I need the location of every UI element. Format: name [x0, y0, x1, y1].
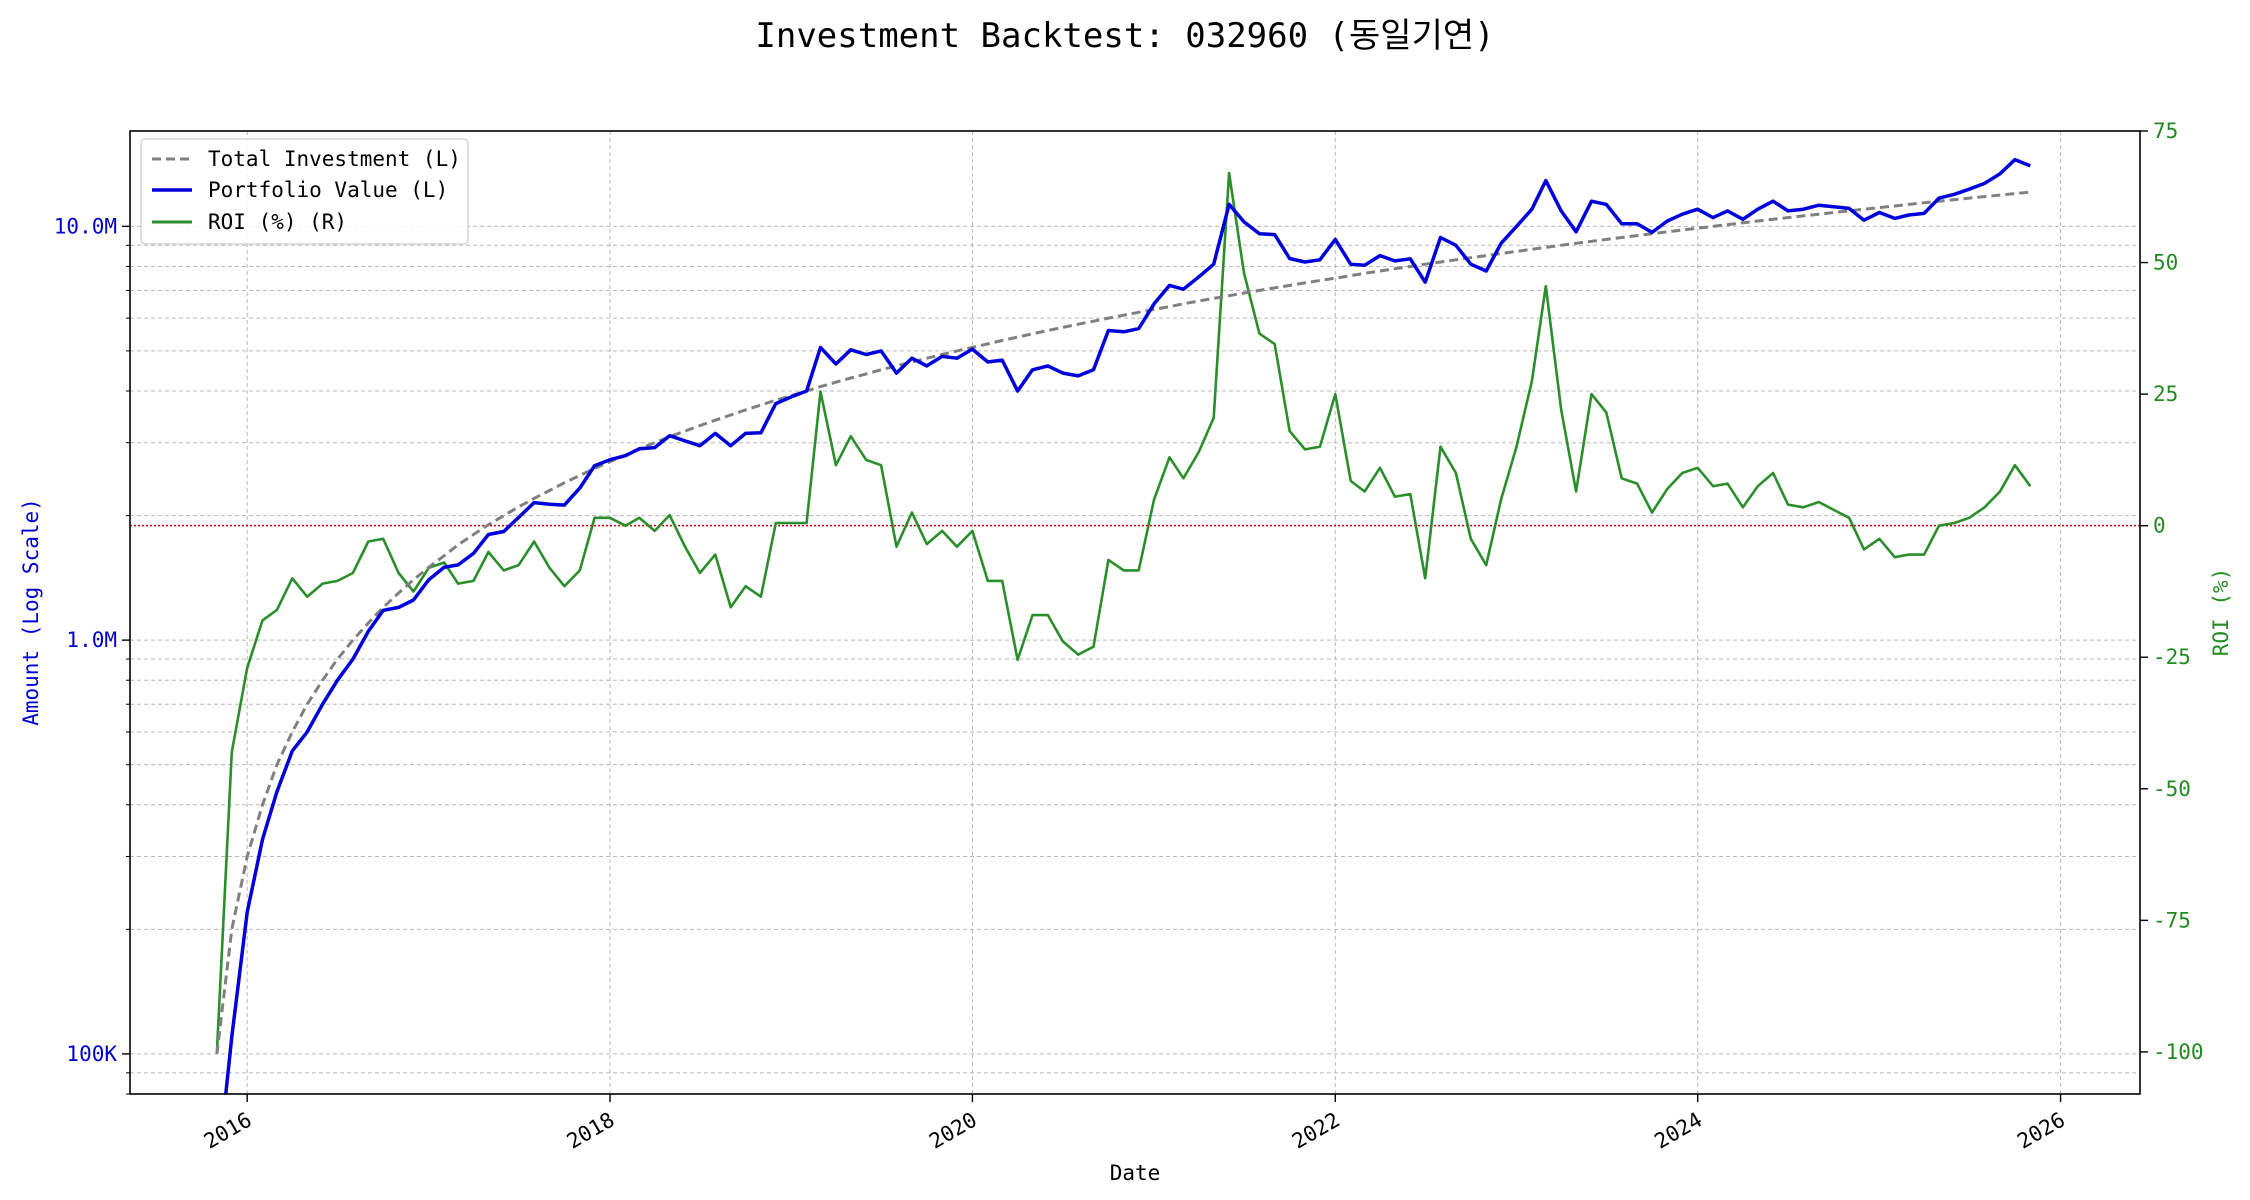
- legend-box: [140, 138, 469, 245]
- plot-area-frame: [129, 130, 2141, 1095]
- right-tick-label: -100: [2153, 1040, 2204, 1064]
- right-axis-label: ROI (%): [2209, 568, 2233, 657]
- x-axis-label: Date: [1110, 1161, 1161, 1185]
- right-tick-label: 0: [2153, 514, 2166, 538]
- left-axis-label: Amount (Log Scale): [19, 498, 43, 726]
- legend: Total Investment (L) Portfolio Value (L)…: [140, 138, 469, 245]
- right-tick-label: 50: [2153, 251, 2178, 275]
- legend-label-portfolio: Portfolio Value (L): [208, 178, 448, 202]
- series-roi: [215, 171, 2032, 1052]
- right-tick-label: 25: [2153, 382, 2178, 406]
- left-tick-label: 1.0M: [66, 628, 117, 652]
- series-total-investment: [215, 190, 2031, 1055]
- right-tick-label: -75: [2153, 908, 2191, 932]
- right-tick-label: -50: [2153, 777, 2191, 801]
- legend-label-investment: Total Investment (L): [208, 147, 461, 171]
- legend-label-roi: ROI (%) (R): [208, 210, 347, 234]
- chart-title: Investment Backtest: 032960 (동일기연): [755, 16, 1494, 56]
- left-tick-label: 10.0M: [54, 214, 117, 238]
- grid-lines: [130, 131, 2140, 1095]
- right-axis-ticks: 75 50 25 0 -25 -50 -75 -100: [2140, 119, 2204, 1064]
- series-portfolio-value: [224, 157, 2031, 1094]
- left-tick-label: 100K: [66, 1042, 117, 1066]
- left-axis-ticks: 100K 1.0M 10.0M: [54, 214, 130, 1095]
- series-layer: [215, 157, 2032, 1094]
- right-tick-label: 75: [2153, 119, 2178, 143]
- right-tick-label: -25: [2153, 645, 2191, 669]
